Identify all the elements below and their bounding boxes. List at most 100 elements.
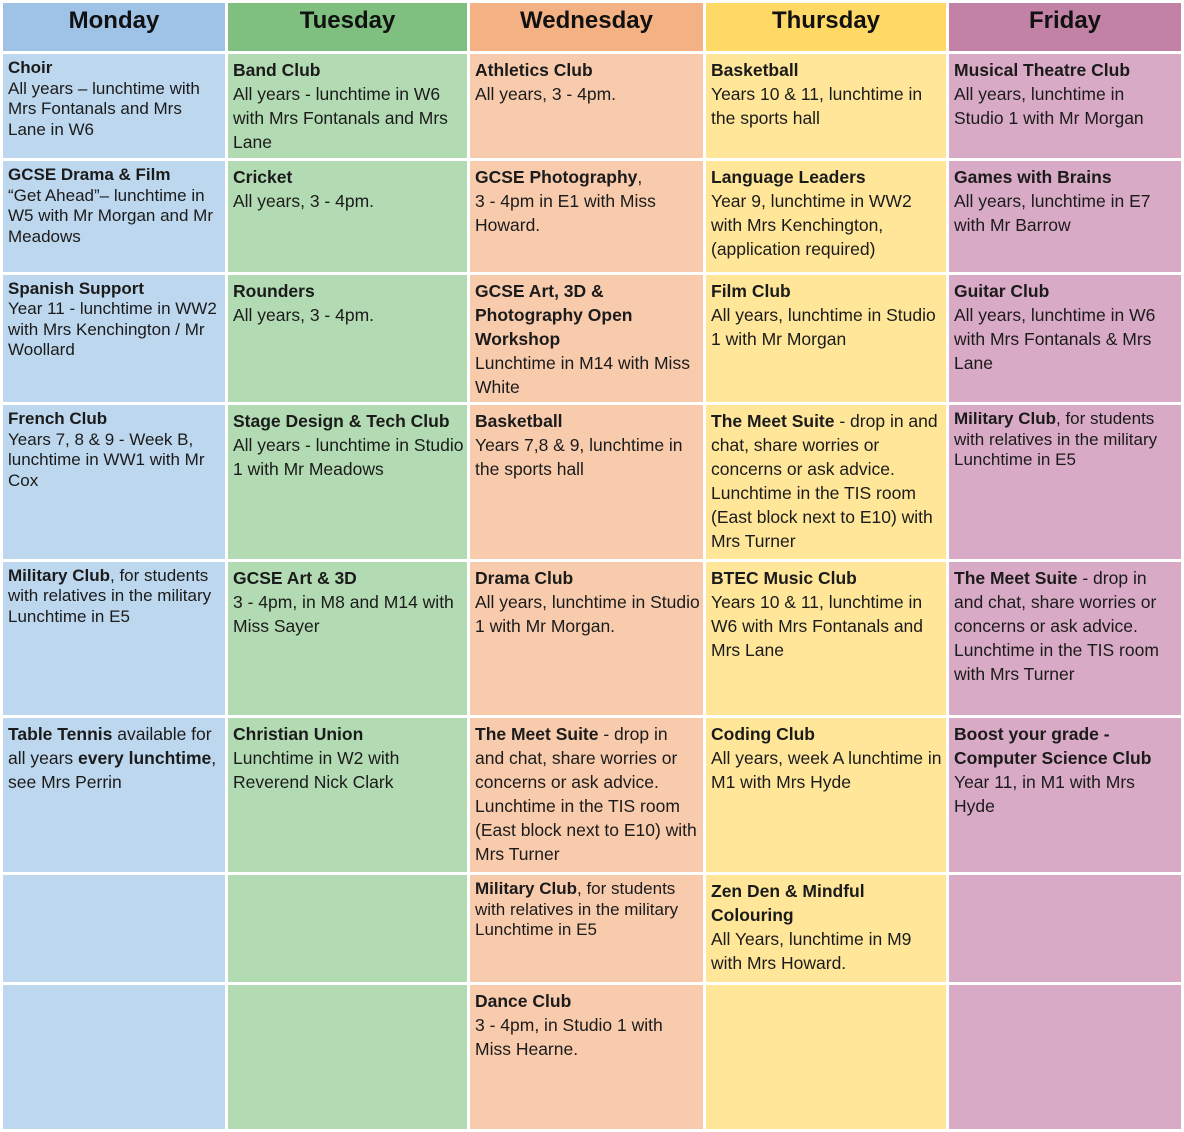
- club-title-emphasis: every lunchtime: [78, 748, 212, 769]
- club-details: Year 11 - lunchtime in WW2 with Mrs Kenc…: [8, 299, 217, 360]
- club-details: , see Mrs Perrin: [8, 748, 217, 793]
- club-cell: Dance Club 3 - 4pm, in Studio 1 with Mis…: [470, 985, 703, 1129]
- day-header-thursday: Thursday: [706, 3, 946, 51]
- club-details: Lunchtime in E5: [475, 920, 597, 939]
- club-title: Film Club: [711, 280, 791, 301]
- club-title-suffix: - drop in and chat, share worries or con…: [475, 724, 678, 793]
- empty-cell: [3, 875, 225, 983]
- club-details: Year 9, lunchtime in WW2 with Mrs Kenchi…: [711, 191, 912, 260]
- club-title-suffix: available for all years: [8, 724, 212, 769]
- club-title: Athletics Club: [475, 60, 593, 80]
- club-details: All years, lunchtime in E7 with Mr Barro…: [954, 191, 1151, 236]
- club-title: Drama Club: [475, 567, 574, 588]
- club-title: Boost your grade - Computer Science Club: [954, 724, 1152, 769]
- club-details: Lunchtime in W2 with Reverend Nick Clark: [233, 748, 400, 793]
- club-cell: Cricket All years, 3 - 4pm.: [228, 161, 467, 272]
- club-title: Christian Union: [233, 724, 364, 745]
- club-details: 3 - 4pm, in Studio 1 with Miss Hearne.: [475, 1015, 663, 1060]
- club-title: Basketball: [475, 411, 563, 432]
- club-cell: French Club Years 7, 8 & 9 - Week B, lun…: [3, 405, 225, 559]
- club-title-suffix: , for students with relatives in the mil…: [8, 565, 212, 606]
- club-cell: Coding Club All years, week A lunchtime …: [706, 718, 946, 872]
- club-title: Spanish Support: [8, 278, 144, 298]
- club-title: Musical Theatre Club: [954, 60, 1131, 80]
- club-title: Table Tennis: [8, 724, 113, 745]
- club-cell: GCSE Photography, 3 - 4pm in E1 with Mis…: [470, 161, 703, 272]
- club-details: Years 7, 8 & 9 - Week B, lunchtime in WW…: [8, 429, 205, 490]
- timetable-row: French Club Years 7, 8 & 9 - Week B, lun…: [3, 405, 1181, 559]
- club-cell: Basketball Years 7,8 & 9, lunchtime in t…: [470, 405, 703, 559]
- club-details: Lunchtime in M14 with Miss White: [475, 352, 690, 397]
- club-cell: Athletics Club All years, 3 - 4pm.: [470, 54, 703, 159]
- club-details: All years, 3 - 4pm.: [233, 191, 375, 212]
- club-details: All years, lunchtime in Studio 1 with Mr…: [711, 304, 936, 349]
- club-details: All years – lunchtime with Mrs Fontanals…: [8, 78, 200, 139]
- club-title: Games with Brains: [954, 167, 1112, 188]
- club-cell: Film Club All years, lunchtime in Studio…: [706, 274, 946, 403]
- club-title: GCSE Art, 3D & Photography Open Workshop: [475, 280, 633, 349]
- club-title: Military Club: [475, 879, 578, 898]
- empty-cell: [949, 875, 1181, 983]
- club-title: GCSE Drama & Film: [8, 165, 171, 185]
- club-details: All years, lunchtime in Studio 1 with Mr…: [475, 591, 700, 636]
- club-details: Lunchtime in the TIS room (East block ne…: [475, 796, 697, 865]
- club-title-suffix: , for students with relatives in the mil…: [954, 409, 1158, 449]
- club-cell: BTEC Music Club Years 10 & 11, lunchtime…: [706, 561, 946, 716]
- club-cell: Stage Design & Tech Club All years - lun…: [228, 405, 467, 559]
- club-cell: GCSE Art, 3D & Photography Open Workshop…: [470, 274, 703, 403]
- club-title-suffix: - drop in and chat, share worries or con…: [954, 567, 1157, 636]
- day-header-wednesday: Wednesday: [470, 3, 703, 51]
- club-details: All years - lunchtime in Studio 1 with M…: [233, 435, 464, 480]
- club-cell: Military Club, for students with relativ…: [3, 561, 225, 716]
- club-details: All years - lunchtime in W6 with Mrs Fon…: [233, 84, 448, 152]
- timetable-row: Spanish Support Year 11 - lunchtime in W…: [3, 274, 1181, 403]
- club-title: The Meet Suite: [475, 724, 599, 745]
- day-header-friday: Friday: [949, 3, 1181, 51]
- club-cell: Language Leaders Year 9, lunchtime in WW…: [706, 161, 946, 272]
- club-title: Coding Club: [711, 724, 816, 745]
- club-cell: Military Club, for students with relativ…: [949, 405, 1181, 559]
- club-title-suffix: , for students with relatives in the mil…: [475, 879, 679, 919]
- club-cell: The Meet Suite - drop in and chat, share…: [470, 718, 703, 872]
- club-details: Year 11, in M1 with Mrs Hyde: [954, 772, 1135, 817]
- club-title-suffix: - drop in and chat, share worries or con…: [711, 411, 938, 480]
- club-title: The Meet Suite: [954, 567, 1078, 588]
- timetable-row: GCSE Drama & Film “Get Ahead”– lunchtime…: [3, 161, 1181, 272]
- club-details: All years, lunchtime in W6 with Mrs Font…: [954, 304, 1156, 373]
- timetable-row: Dance Club 3 - 4pm, in Studio 1 with Mis…: [3, 985, 1181, 1129]
- empty-cell: [706, 985, 946, 1129]
- club-details: “Get Ahead”– lunchtime in W5 with Mr Mor…: [8, 185, 213, 246]
- club-cell: Guitar Club All years, lunchtime in W6 w…: [949, 274, 1181, 403]
- empty-cell: [949, 985, 1181, 1129]
- club-details: Lunchtime in the TIS room (East block ne…: [711, 483, 933, 552]
- club-title: GCSE Photography: [475, 167, 638, 188]
- club-cell: The Meet Suite - drop in and chat, share…: [706, 405, 946, 559]
- club-title: GCSE Art & 3D: [233, 567, 357, 588]
- timetable-row: Choir All years – lunchtime with Mrs Fon…: [3, 54, 1181, 159]
- club-title-suffix: ,: [637, 167, 643, 188]
- club-details: All years, 3 - 4pm.: [475, 84, 617, 104]
- club-cell: Table Tennis available for all years eve…: [3, 718, 225, 872]
- club-details: Lunchtime in the TIS room with Mrs Turne…: [954, 639, 1159, 684]
- club-cell: Boost your grade - Computer Science Club…: [949, 718, 1181, 872]
- club-title: Stage Design & Tech Club: [233, 411, 450, 432]
- club-title: French Club: [8, 409, 108, 429]
- empty-cell: [228, 985, 467, 1129]
- timetable-row: Table Tennis available for all years eve…: [3, 718, 1181, 872]
- club-details: All Years, lunchtime in M9 with Mrs Howa…: [711, 929, 912, 973]
- club-cell: Musical Theatre Club All years, lunchtim…: [949, 54, 1181, 159]
- club-cell: The Meet Suite - drop in and chat, share…: [949, 561, 1181, 716]
- day-header-monday: Monday: [3, 3, 225, 51]
- club-details: Years 7,8 & 9, lunchtime in the sports h…: [475, 435, 683, 480]
- club-title: The Meet Suite: [711, 411, 835, 432]
- club-title: Band Club: [233, 60, 321, 80]
- timetable-row: Military Club, for students with relativ…: [3, 561, 1181, 716]
- club-cell: Rounders All years, 3 - 4pm.: [228, 274, 467, 403]
- empty-cell: [228, 875, 467, 983]
- club-title: BTEC Music Club: [711, 567, 857, 588]
- timetable-row: Military Club, for students with relativ…: [3, 875, 1181, 983]
- club-cell: Games with Brains All years, lunchtime i…: [949, 161, 1181, 272]
- club-details: Lunchtime in E5: [8, 606, 130, 626]
- club-cell: Band Club All years - lunchtime in W6 wi…: [228, 54, 467, 159]
